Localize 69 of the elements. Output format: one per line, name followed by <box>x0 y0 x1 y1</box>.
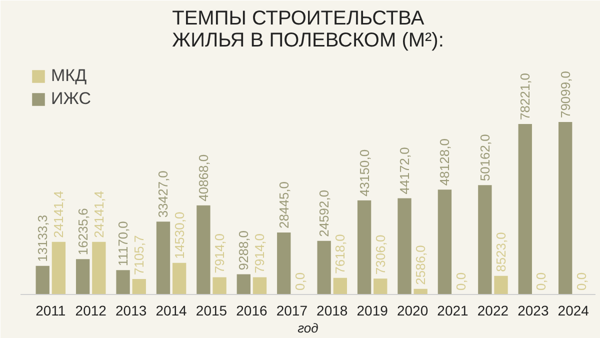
data-label: 43150,0 <box>356 149 372 196</box>
data-label: 14530,0 <box>172 212 187 259</box>
x-tick-label: 2011 <box>36 302 66 318</box>
data-label: 0,0 <box>574 272 589 290</box>
bar <box>172 262 186 294</box>
data-label: 48128,0 <box>437 138 452 186</box>
bar <box>196 205 210 294</box>
data-label: 28445,0 <box>276 181 292 228</box>
legend-label: ИЖС <box>51 89 92 109</box>
x-tick-label: 2024 <box>558 302 590 318</box>
bar <box>252 277 267 294</box>
x-tick-label: 2018 <box>316 302 348 318</box>
data-label: 24141,4 <box>91 190 106 238</box>
bar <box>212 277 226 294</box>
data-label: 16235,6 <box>75 208 90 256</box>
data-label: 11170,0 <box>116 221 131 266</box>
x-tick-label: 2022 <box>477 302 509 318</box>
x-tick-label: 2013 <box>116 302 147 318</box>
bar <box>92 242 106 294</box>
data-label: 40868,0 <box>196 154 211 202</box>
data-label: 0,0 <box>453 272 468 290</box>
bar <box>518 124 532 294</box>
data-label: 79099,0 <box>558 71 573 118</box>
bar <box>357 200 372 294</box>
data-label: 24592,0 <box>316 190 332 237</box>
data-label: 2586,0 <box>413 245 428 285</box>
bar <box>52 242 66 294</box>
bar <box>317 240 331 294</box>
data-label: 44172,0 <box>397 147 412 194</box>
bar <box>374 278 388 294</box>
x-tick-label: 2012 <box>75 302 107 318</box>
bar <box>558 122 572 294</box>
bar <box>36 266 50 294</box>
bar <box>277 232 291 294</box>
x-tick-label: 2015 <box>196 302 228 318</box>
bar <box>494 276 508 294</box>
chart-title: ТЕМПЫ СТРОИТЕЛЬСТВА ЖИЛЬЯ В ПОЛЕВСКОМ (М²): <box>172 8 444 52</box>
data-label: 0,0 <box>534 272 549 290</box>
data-label: 7618,0 <box>332 234 348 274</box>
x-tick-label: 2023 <box>518 302 549 318</box>
data-label: 33427,0 <box>156 170 171 218</box>
data-label: 7914,0 <box>212 233 228 274</box>
data-label: 8523,0 <box>494 232 509 272</box>
x-tick-label: 2014 <box>156 302 188 318</box>
x-axis-title: год <box>298 320 318 336</box>
data-label: 9288,0 <box>236 230 252 270</box>
x-tick-label: 2021 <box>437 302 469 318</box>
x-tick-label: 2017 <box>276 302 308 318</box>
data-label: 7105,7 <box>132 235 147 276</box>
data-label: 50162,0 <box>477 134 492 182</box>
bar <box>398 198 412 294</box>
data-label: 0,0 <box>292 272 308 290</box>
x-tick-label: 2020 <box>396 302 428 318</box>
data-label: 7306,0 <box>372 234 388 275</box>
data-label: 78221,0 <box>518 72 533 120</box>
data-label: 24141,4 <box>51 190 66 238</box>
bar <box>156 222 170 294</box>
bar <box>333 278 348 294</box>
bar <box>132 279 146 294</box>
bar <box>116 270 130 294</box>
legend-label: МКД <box>51 66 87 86</box>
bar <box>76 259 90 294</box>
bar <box>438 190 452 294</box>
x-tick-label: 2016 <box>236 302 268 318</box>
x-tick-label: 2019 <box>356 302 388 318</box>
data-label: 13133,3 <box>35 214 50 262</box>
bar <box>236 274 250 294</box>
data-label: 7914,0 <box>252 233 268 274</box>
bar <box>478 185 492 294</box>
